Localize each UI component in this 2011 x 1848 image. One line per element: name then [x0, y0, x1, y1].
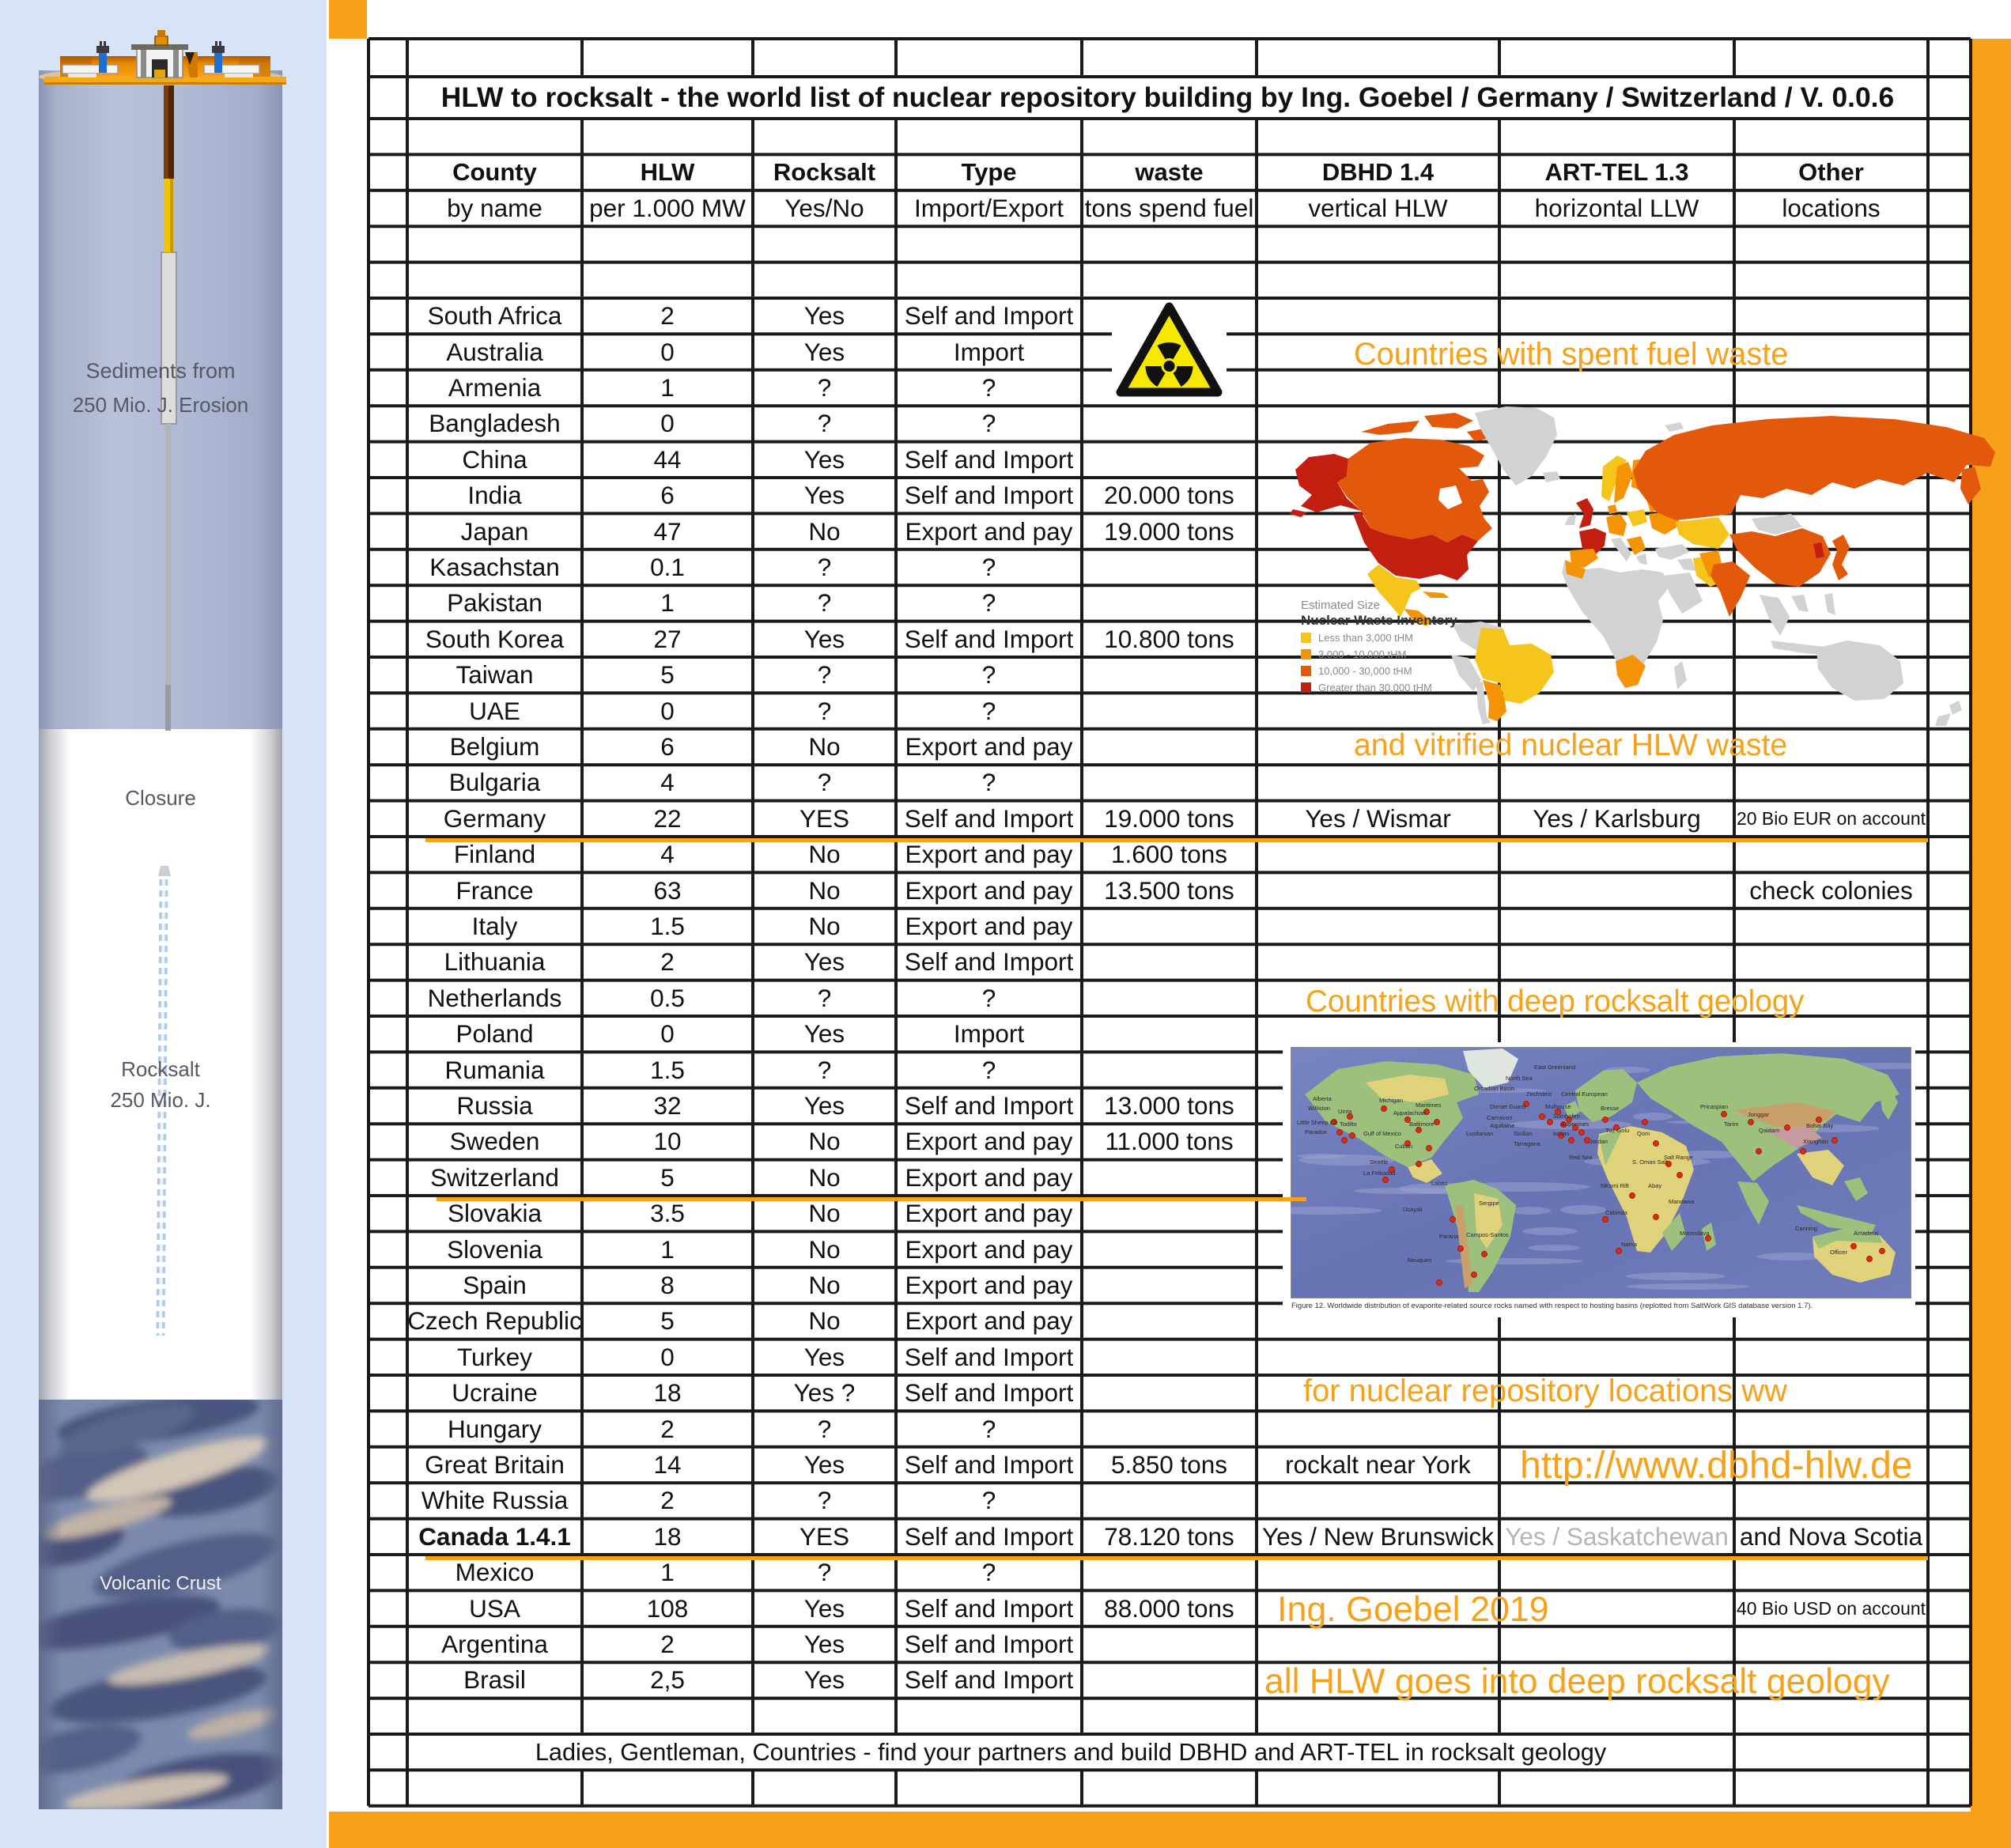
- svg-text:Parana: Parana: [1439, 1233, 1459, 1240]
- svg-text:Jonggar: Jonggar: [1748, 1111, 1770, 1118]
- svg-text:La Felicidad: La Felicidad: [1363, 1170, 1395, 1177]
- svg-text:Red Sea: Red Sea: [1569, 1154, 1593, 1161]
- svg-text:3,000 - 10,000 tHM: 3,000 - 10,000 tHM: [1318, 648, 1406, 660]
- svg-text:Appenines: Appenines: [1561, 1121, 1590, 1128]
- svg-text:Bohai Bay: Bohai Bay: [1806, 1122, 1833, 1129]
- svg-text:Morondava: Morondava: [1680, 1230, 1710, 1237]
- svg-text:Dorset Guard: Dorset Guard: [1490, 1103, 1525, 1110]
- svg-text:Zechstein: Zechstein: [1526, 1090, 1552, 1098]
- svg-text:Nuclear Waste Inventory: Nuclear Waste Inventory: [1301, 613, 1457, 628]
- svg-text:Williston: Williston: [1308, 1105, 1330, 1112]
- svg-text:Xianghan: Xianghan: [1803, 1138, 1828, 1145]
- svg-text:Todilto: Todilto: [1340, 1121, 1357, 1128]
- svg-text:Gulf of Mexico: Gulf of Mexico: [1363, 1130, 1401, 1137]
- svg-text:Bresse: Bresse: [1601, 1105, 1619, 1112]
- svg-text:Central European: Central European: [1561, 1090, 1608, 1098]
- svg-text:Pricaspian: Pricaspian: [1700, 1103, 1728, 1110]
- svg-text:Tarim: Tarim: [1724, 1121, 1738, 1128]
- svg-text:Abay: Abay: [1648, 1182, 1661, 1189]
- svg-text:Mandawa: Mandawa: [1669, 1198, 1695, 1205]
- svg-text:Greater than 30,000 tHM: Greater than 30,000 tHM: [1318, 682, 1432, 693]
- svg-text:Estimated Size: Estimated Size: [1301, 599, 1380, 612]
- svg-text:Sicilian: Sicilian: [1514, 1130, 1533, 1137]
- svg-text:Paradox: Paradox: [1305, 1128, 1327, 1136]
- svg-text:Aquitaine: Aquitaine: [1490, 1122, 1514, 1129]
- svg-text:Uinta: Uinta: [1338, 1108, 1352, 1115]
- svg-text:Sergipe: Sergipe: [1479, 1200, 1499, 1207]
- svg-text:Little Sheep Ck: Little Sheep Ck: [1297, 1119, 1337, 1126]
- svg-text:East Greenland: East Greenland: [1534, 1064, 1575, 1071]
- svg-text:Cuban: Cuban: [1395, 1143, 1412, 1150]
- svg-text:Canning: Canning: [1795, 1225, 1817, 1232]
- svg-text:Orcadian Basin: Orcadian Basin: [1474, 1085, 1514, 1092]
- svg-text:Less than 3,000 tHM: Less than 3,000 tHM: [1318, 632, 1413, 644]
- svg-text:Officer: Officer: [1830, 1249, 1847, 1256]
- svg-text:Cabinda: Cabinda: [1605, 1209, 1628, 1216]
- svg-text:S. Oman Salt: S. Oman Salt: [1632, 1158, 1669, 1166]
- svg-text:North Sea: North Sea: [1506, 1075, 1533, 1082]
- svg-text:Baltimore: Baltimore: [1409, 1121, 1435, 1128]
- svg-text:Amadeus: Amadeus: [1854, 1230, 1879, 1237]
- svg-text:Lalato: Lalato: [1431, 1180, 1447, 1187]
- svg-text:Jordan: Jordan: [1590, 1138, 1608, 1145]
- svg-text:Nama: Nama: [1621, 1241, 1638, 1248]
- svg-text:Ucayali: Ucayali: [1403, 1206, 1423, 1213]
- svg-text:Ionian: Ionian: [1553, 1130, 1569, 1137]
- svg-text:Campos-Santos: Campos-Santos: [1466, 1231, 1509, 1238]
- svg-text:Tuz Golu: Tuz Golu: [1605, 1127, 1629, 1134]
- svg-text:Seattle: Seattle: [1370, 1158, 1388, 1166]
- svg-text:Lusitanian: Lusitanian: [1466, 1130, 1493, 1137]
- svg-text:Mulhouse: Mulhouse: [1545, 1103, 1571, 1110]
- svg-text:Qaidam: Qaidam: [1759, 1127, 1779, 1134]
- svg-text:Tarragona: Tarragona: [1514, 1140, 1541, 1147]
- svg-text:NKomi Rift: NKomi Rift: [1601, 1182, 1630, 1189]
- svg-text:Michigan: Michigan: [1379, 1097, 1403, 1104]
- svg-text:Qom: Qom: [1637, 1130, 1650, 1137]
- svg-text:Carnavon: Carnavon: [1487, 1114, 1513, 1121]
- svg-text:Appalachian: Appalachian: [1393, 1109, 1426, 1117]
- svg-text:Neuquen: Neuquen: [1408, 1257, 1431, 1264]
- svg-text:Maritimes: Maritimes: [1416, 1102, 1442, 1109]
- svg-text:10,000 - 30,000 tHM: 10,000 - 30,000 tHM: [1318, 665, 1412, 677]
- svg-text:Salt Range: Salt Range: [1664, 1154, 1693, 1161]
- svg-text:Alberta: Alberta: [1313, 1095, 1332, 1102]
- svg-text:Solnhofen: Solnhofen: [1553, 1113, 1580, 1120]
